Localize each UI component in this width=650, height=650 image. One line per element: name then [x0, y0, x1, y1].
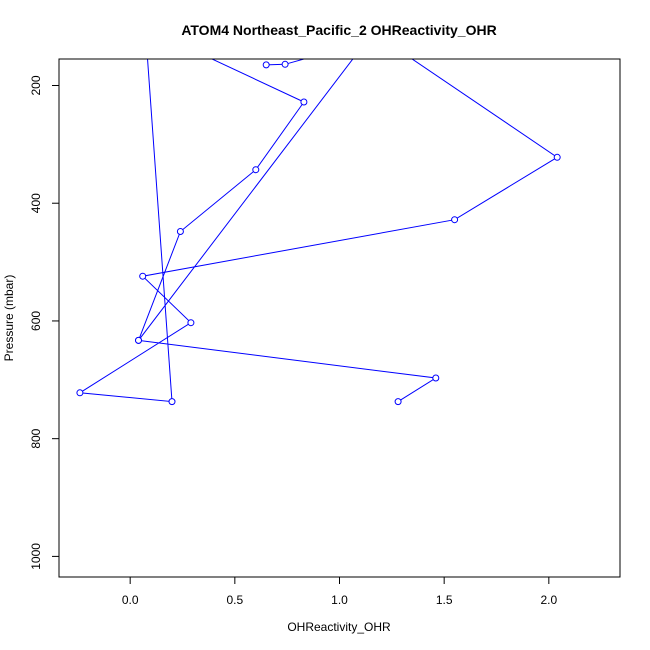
x-tick-label: 1.0 — [331, 593, 348, 607]
data-point — [176, 228, 184, 235]
x-axis: 0.0 0.5 1.0 1.5 2.0 — [122, 577, 557, 607]
data-point — [300, 98, 308, 106]
y-tick-label: 600 — [29, 311, 43, 331]
y-axis-label: Pressure (mbar) — [2, 275, 16, 362]
chart-title: ATOM4 Northeast_Pacific_2 OHReactivity_O… — [181, 22, 496, 38]
y-tick-label: 1000 — [29, 543, 43, 570]
series-layer — [76, 59, 561, 406]
data-point — [262, 61, 270, 69]
x-tick-label: 2.0 — [540, 593, 557, 607]
x-axis-label: OHReactivity_OHR — [287, 620, 391, 634]
data-point — [451, 216, 459, 224]
data-point — [553, 153, 561, 161]
y-tick-label: 800 — [29, 428, 43, 448]
y-tick-label: 400 — [29, 193, 43, 213]
data-point — [168, 398, 176, 406]
data-point — [187, 319, 195, 327]
x-tick-label: 0.0 — [122, 593, 139, 607]
data-point — [76, 389, 84, 397]
data-point — [281, 60, 289, 68]
data-point — [432, 374, 440, 382]
x-tick-label: 1.5 — [436, 593, 453, 607]
data-point — [252, 166, 260, 174]
y-tick-label: 200 — [29, 75, 43, 95]
data-point — [139, 272, 147, 280]
x-tick-label: 0.5 — [226, 593, 243, 607]
data-point — [135, 336, 142, 344]
y-axis: 200 400 600 800 1000 — [29, 75, 59, 570]
data-point — [394, 398, 402, 406]
